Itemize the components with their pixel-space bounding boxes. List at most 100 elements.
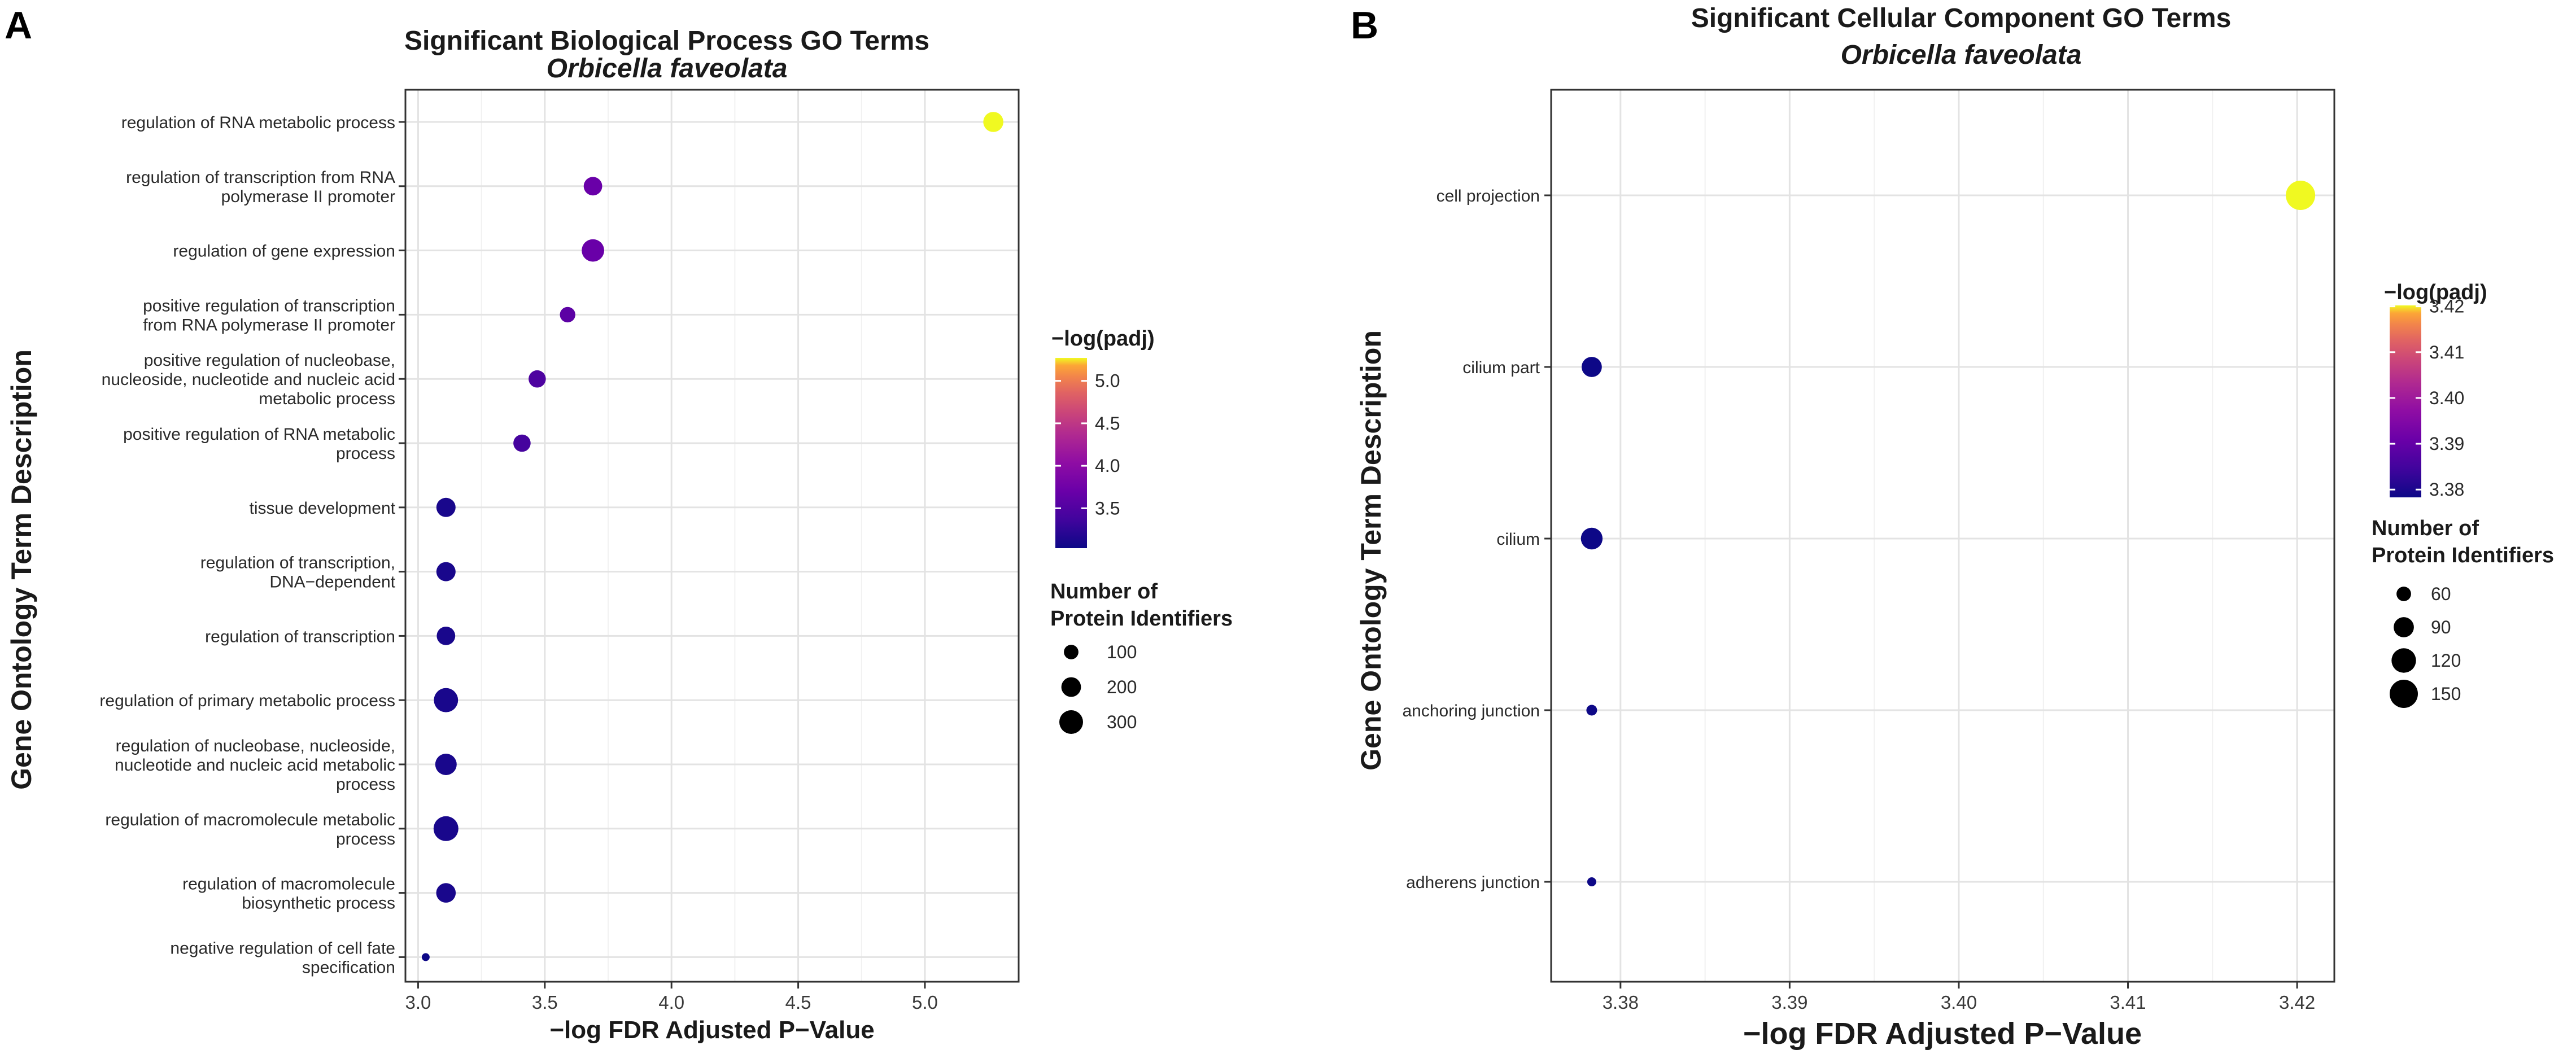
data-point (560, 307, 575, 323)
x-tick-label: 3.40 (1941, 992, 1977, 1013)
colorbar-tick-label: 3.39 (2429, 434, 2464, 454)
size-legend-label: 150 (2431, 684, 2461, 704)
data-point (513, 434, 531, 452)
data-point (433, 816, 459, 841)
category-label: cilium part (1462, 358, 1540, 377)
panel-b-axis-ticks: 3.38 3.39 3.40 3.41 3.42 (1544, 194, 2315, 1013)
category-label: specification (302, 958, 395, 977)
panel-a-size-legend-title-1: Number of (1050, 580, 1158, 603)
panel-b-colorbar (2390, 305, 2421, 497)
panel-a-size-legend-title-2: Protein Identifiers (1050, 607, 1233, 631)
x-tick-label: 3.5 (532, 992, 558, 1013)
colorbar-tick-label: 5.0 (1095, 371, 1120, 391)
panel-b-size-legend-title-2: Protein Identifiers (2372, 544, 2554, 567)
data-point (529, 370, 546, 388)
category-label: regulation of primary metabolic process (99, 692, 395, 710)
panel-a-axis-ticks: 3.0 3.5 4.0 4.5 5.0 (399, 121, 938, 1013)
colorbar-tick-label: 4.5 (1095, 413, 1120, 434)
colorbar-tick-label: 3.41 (2429, 342, 2464, 362)
x-tick-label: 3.41 (2110, 992, 2146, 1013)
panel-b-size-legend: 60 90 120 150 (2390, 584, 2461, 708)
panel-a-title: Significant Biological Process GO Terms (404, 26, 929, 56)
category-label: process (336, 830, 395, 849)
category-label: positive regulation of transcription (143, 296, 395, 315)
panel-a-letter: A (5, 4, 32, 47)
data-point (1586, 705, 1597, 716)
panel-b-subtitle: Orbicella faveolata (1841, 40, 2082, 70)
size-legend-dot (1061, 677, 1081, 697)
panel-b: B Significant Cellular Component GO Term… (1351, 3, 2554, 1051)
x-tick-label: 3.38 (1603, 992, 1639, 1013)
category-label: regulation of macromolecule (182, 875, 395, 894)
panel-b-letter: B (1351, 4, 1378, 47)
panel-a-size-legend: 100 200 300 (1059, 642, 1137, 734)
panel-b-size-legend-title-1: Number of (2372, 517, 2479, 540)
data-point (1587, 877, 1596, 886)
category-label: regulation of nucleobase, nucleoside, (116, 737, 395, 755)
panel-b-x-axis-label: −log FDR Adjusted P−Value (1743, 1017, 2142, 1051)
colorbar-tick-label: 3.40 (2429, 388, 2464, 408)
category-label: anchoring junction (1402, 702, 1540, 720)
category-label: process (336, 775, 395, 794)
category-label: regulation of transcription from RNA (126, 168, 395, 187)
category-label: adherens junction (1406, 873, 1540, 892)
data-point (436, 627, 456, 645)
data-point (421, 953, 430, 961)
category-label: nucleotide and nucleic acid metabolic (115, 756, 395, 775)
category-label: biosynthetic process (242, 894, 395, 913)
category-label: negative regulation of cell fate (170, 939, 395, 957)
category-label: regulation of macromolecule metabolic (105, 811, 395, 829)
x-tick-label: 3.0 (405, 992, 431, 1013)
colorbar-tick-label: 4.0 (1095, 456, 1120, 476)
category-label: metabolic process (259, 390, 395, 408)
category-label: regulation of RNA metabolic process (121, 113, 395, 132)
size-legend-dot (1064, 645, 1079, 659)
colorbar-tick-label: 3.42 (2429, 296, 2464, 317)
data-point (1580, 527, 1603, 550)
panel-b-colorbar-ticks: 3.38 3.39 3.40 3.41 3.42 (2390, 296, 2464, 500)
size-legend-label: 300 (1107, 712, 1137, 732)
data-point (436, 562, 456, 581)
x-tick-label: 3.42 (2279, 992, 2315, 1013)
size-legend-dot (1059, 710, 1083, 734)
panel-b-points (1580, 181, 2316, 886)
category-label: regulation of gene expression (173, 242, 395, 261)
panel-b-category-labels: cell projection cilium part cilium anchorin… (1402, 187, 1540, 892)
colorbar-tick-label: 3.38 (2429, 479, 2464, 500)
data-point (436, 497, 456, 517)
panel-b-y-axis-label: Gene Ontology Term Description (1355, 330, 1387, 771)
x-tick-label: 3.39 (1771, 992, 1807, 1013)
panel-b-gridlines (1551, 90, 2334, 982)
size-legend-dot (2396, 587, 2411, 601)
data-point (1581, 357, 1602, 377)
category-label: regulation of transcription (205, 627, 395, 646)
x-tick-label: 5.0 (912, 992, 938, 1013)
data-point (2286, 181, 2316, 210)
panel-b-title: Significant Cellular Component GO Terms (1691, 3, 2232, 33)
data-point (436, 883, 456, 903)
colorbar-tick-label: 3.5 (1095, 498, 1120, 518)
data-point (983, 112, 1003, 132)
panel-a-x-axis-label: −log FDR Adjusted P−Value (549, 1016, 874, 1044)
category-label: from RNA polymerase II promoter (143, 316, 395, 334)
category-label: process (336, 444, 395, 463)
panel-a: A Significant Biological Process GO Term… (5, 4, 1233, 1044)
panel-a-category-labels: regulation of RNA metabolic process regul… (99, 113, 395, 977)
category-label: positive regulation of RNA metabolic (123, 425, 395, 444)
size-legend-label: 100 (1107, 642, 1137, 662)
category-label: cell projection (1437, 187, 1540, 205)
size-legend-dot (2390, 680, 2418, 708)
panel-b-plot-frame (1550, 89, 2335, 983)
category-label: regulation of transcription, (200, 554, 395, 572)
panel-a-subtitle: Orbicella faveolata (547, 54, 788, 84)
category-label: nucleoside, nucleotide and nucleic acid (102, 370, 395, 389)
data-point (435, 754, 457, 775)
panel-a-gridlines (405, 90, 1019, 982)
size-legend-label: 90 (2431, 617, 2451, 637)
category-label: DNA−dependent (269, 573, 395, 592)
category-label: cilium (1496, 530, 1540, 549)
size-legend-label: 60 (2431, 584, 2451, 604)
panel-a-colorbar-ticks: 3.5 4.0 4.5 5.0 (1055, 371, 1120, 518)
category-label: polymerase II promoter (221, 187, 395, 206)
